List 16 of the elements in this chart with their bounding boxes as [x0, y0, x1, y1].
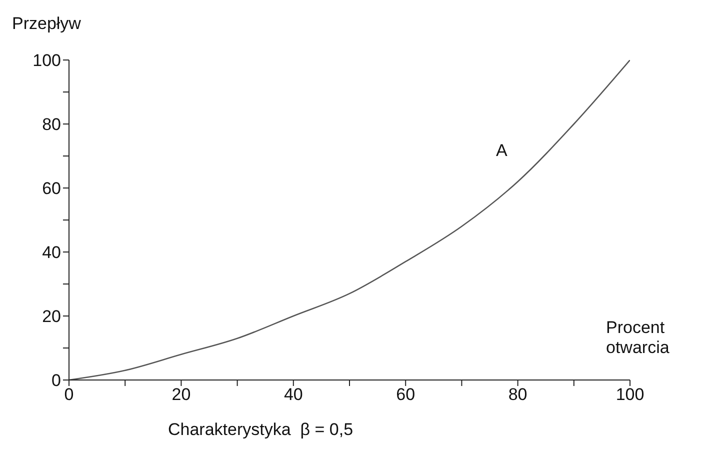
x-tick-label: 0	[64, 385, 74, 404]
x-tick-label: 60	[396, 385, 416, 404]
y-tick-label: 80	[42, 115, 61, 134]
x-tick-label: 100	[616, 385, 644, 404]
x-tick-label: 20	[172, 385, 191, 404]
y-tick-label: 20	[42, 307, 61, 326]
x-tick-label: 40	[284, 385, 303, 404]
y-tick-label: 0	[52, 371, 61, 390]
y-tick-label: 60	[42, 179, 61, 198]
x-axis-title: Procent otwarcia	[606, 318, 670, 358]
y-tick-label: 100	[32, 51, 61, 70]
y-tick-label: 40	[42, 243, 61, 262]
series-label: A	[496, 141, 508, 161]
y-axis-title: Przepływ	[12, 14, 81, 34]
x-tick-label: 80	[508, 385, 528, 404]
text: Charakterystyka β = 0,5	[168, 420, 354, 440]
